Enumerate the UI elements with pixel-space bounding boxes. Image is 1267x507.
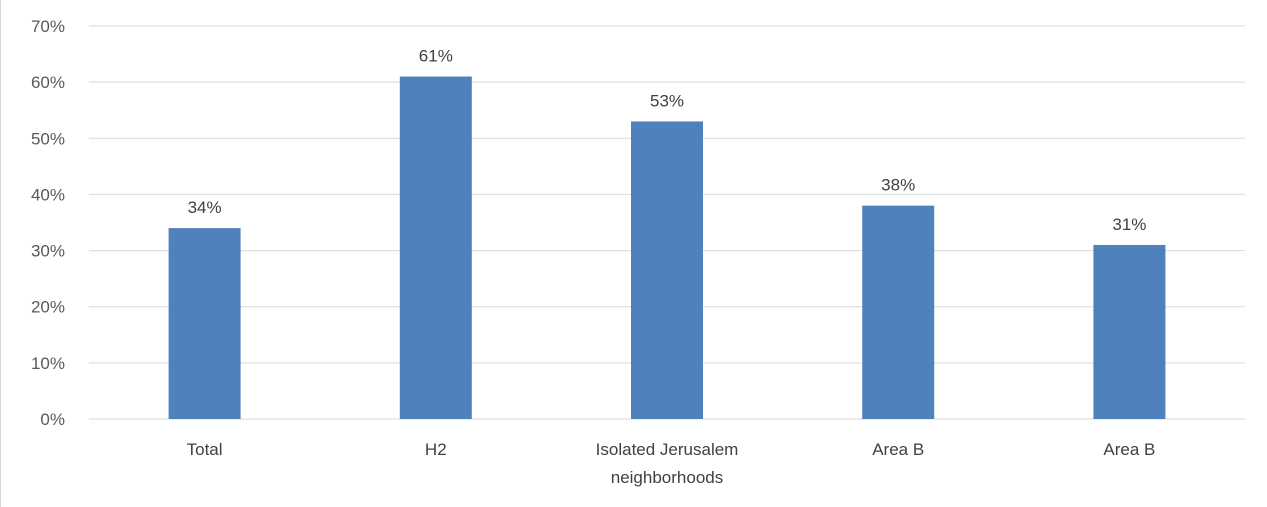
x-category-label: Area B bbox=[872, 440, 924, 459]
bar bbox=[631, 121, 703, 419]
y-tick-label: 0% bbox=[40, 410, 65, 429]
data-label: 31% bbox=[1112, 215, 1146, 234]
data-label: 61% bbox=[419, 47, 453, 66]
x-category-label: Area B bbox=[1103, 440, 1155, 459]
data-label: 53% bbox=[650, 91, 684, 110]
data-label: 38% bbox=[881, 176, 915, 195]
x-axis-categories: Total H2 Isolated Jerusalem neighborhoods Ar… bbox=[187, 440, 1156, 487]
bar bbox=[1093, 244, 1166, 419]
bar bbox=[168, 228, 241, 419]
x-category-label: H2 bbox=[425, 440, 447, 459]
data-label: 34% bbox=[188, 198, 222, 217]
x-category-label: Total bbox=[187, 440, 223, 459]
y-tick-label: 40% bbox=[31, 185, 65, 204]
x-category-label: Isolated Jerusalem bbox=[596, 440, 739, 459]
x-category-label: neighborhoods bbox=[611, 468, 723, 487]
y-axis-ticks: 0% 10% 20% 30% 40% 50% 60% 70% bbox=[31, 17, 65, 429]
y-tick-label: 30% bbox=[31, 242, 65, 261]
bars bbox=[168, 76, 1166, 420]
bar bbox=[862, 205, 935, 419]
y-tick-label: 60% bbox=[31, 73, 65, 92]
y-tick-label: 50% bbox=[31, 129, 65, 148]
y-tick-label: 10% bbox=[31, 354, 65, 373]
y-tick-label: 70% bbox=[31, 17, 65, 36]
data-labels: 34% 61% 53% 38% 31% bbox=[188, 47, 1147, 234]
bar bbox=[399, 76, 472, 420]
y-tick-label: 20% bbox=[31, 298, 65, 317]
